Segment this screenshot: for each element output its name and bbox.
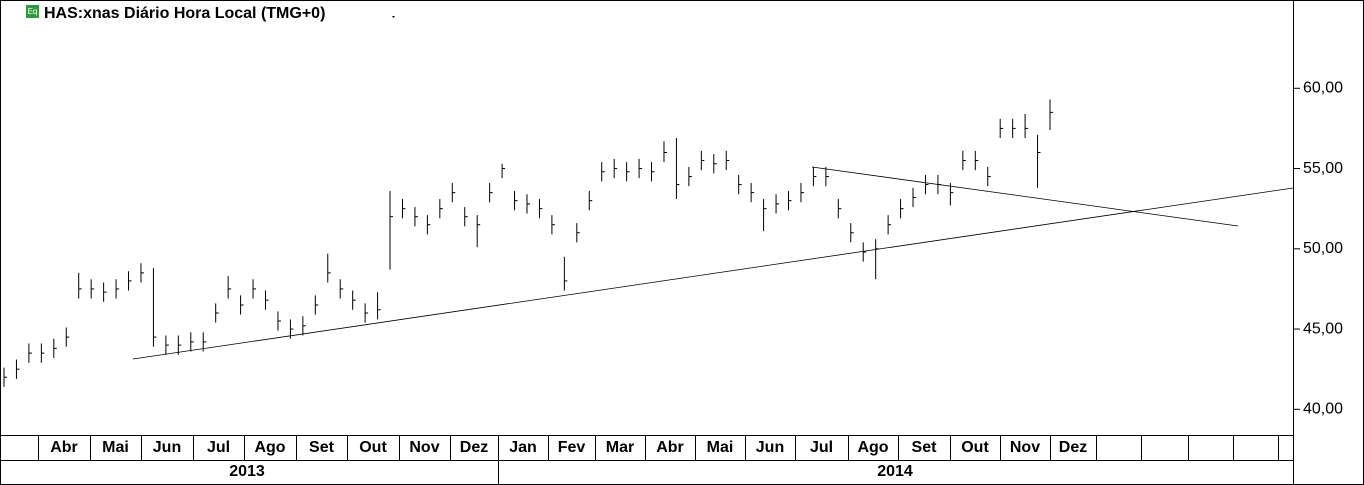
x-tick-label: Out xyxy=(359,439,387,456)
x-tick-label: Jul xyxy=(207,439,230,456)
x-tick-label: Abr xyxy=(50,439,78,456)
x-tick-label: Set xyxy=(912,439,938,456)
x-tick-label: Out xyxy=(961,439,989,456)
year-label: 2013 xyxy=(229,463,265,480)
x-tick-label: Mai xyxy=(102,439,129,456)
x-tick-label: Nov xyxy=(409,439,439,456)
y-tick-label: 45,00 xyxy=(1303,320,1343,337)
x-tick-label: Abr xyxy=(656,439,684,456)
x-tick-label: Dez xyxy=(1059,439,1087,456)
year-label: 2014 xyxy=(877,463,913,480)
badge xyxy=(26,5,39,18)
x-tick-label: Jan xyxy=(509,439,537,456)
x-tick-label: Ago xyxy=(857,439,888,456)
trend-line xyxy=(132,187,1294,360)
y-tick-label: 50,00 xyxy=(1303,240,1343,257)
x-tick-label: Jun xyxy=(756,439,784,456)
x-tick-label: Mai xyxy=(707,439,734,456)
y-tick-label: 60,00 xyxy=(1303,80,1343,97)
x-tick-label: Jul xyxy=(810,439,833,456)
x-tick-label: Mar xyxy=(606,439,634,456)
trend-line xyxy=(811,166,1239,227)
y-tick-label: 40,00 xyxy=(1303,401,1343,418)
y-tick-label: 55,00 xyxy=(1303,160,1343,177)
x-tick-label: Dez xyxy=(460,439,488,456)
chart-title[interactable]: HAS:xnas Diário Hora Local (TMG+0) xyxy=(44,5,325,22)
dropdown-arrow[interactable] xyxy=(392,16,395,18)
x-tick-label: Ago xyxy=(254,439,285,456)
x-tick-label: Set xyxy=(309,439,335,456)
badge-text: Eq xyxy=(28,7,38,16)
x-tick-label: Jun xyxy=(153,439,181,456)
x-tick-label: Fev xyxy=(558,439,586,456)
x-tick-label: Nov xyxy=(1010,439,1040,456)
